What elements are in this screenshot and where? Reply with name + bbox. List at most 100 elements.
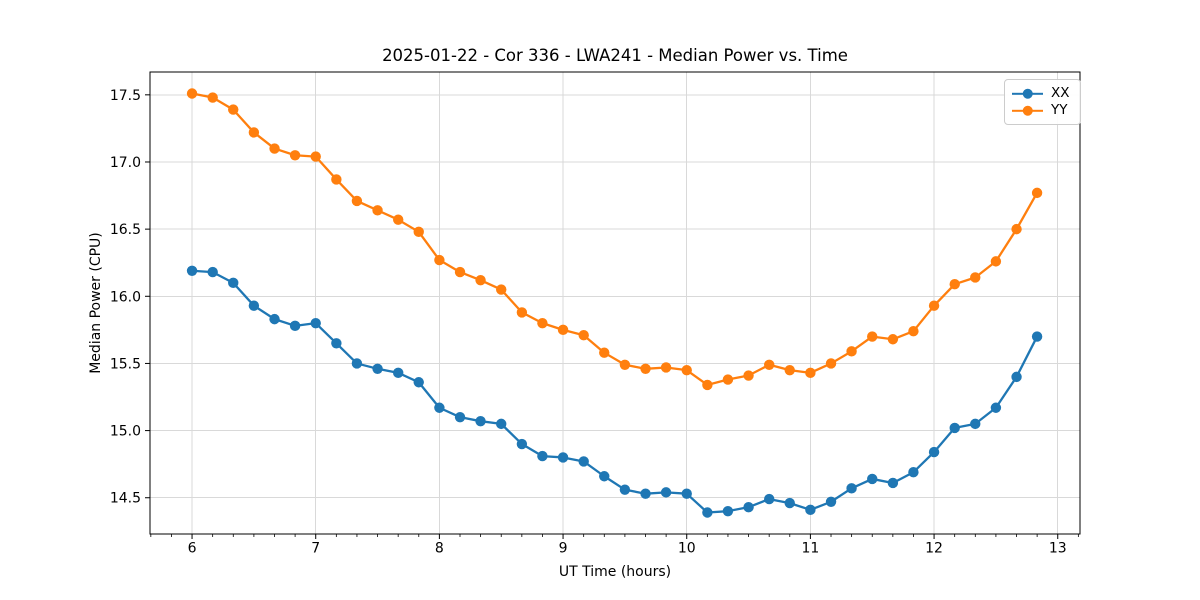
series-XX-marker-16: [516, 438, 528, 450]
series-YY-marker-3: [248, 127, 260, 138]
y-axis-label-text: Median Power (CPU): [88, 232, 104, 374]
series-XX-marker-29: [784, 497, 795, 509]
legend-marker-icon: [1022, 105, 1033, 116]
series-YY-marker-39: [990, 256, 1002, 267]
series-XX-marker-22: [640, 488, 651, 499]
series-YY-marker-38: [970, 272, 981, 283]
legend-swatch-yy: [1012, 102, 1043, 119]
series-XX-marker-15: [496, 418, 507, 430]
series-YY-marker-7: [331, 174, 342, 185]
series-XX-marker-1: [207, 266, 218, 278]
series-XX-marker-19: [578, 456, 589, 467]
series-XX-marker-36: [928, 446, 940, 458]
series-YY-marker-25: [702, 379, 713, 391]
chart-title: 2025-01-22 - Cor 336 - LWA241 - Median P…: [382, 46, 848, 65]
series-XX-marker-4: [269, 313, 280, 325]
series-XX-marker-10: [393, 367, 404, 379]
series-XX-marker-32: [846, 483, 857, 494]
series-YY-marker-8: [351, 195, 363, 207]
series-XX-marker-7: [331, 338, 342, 349]
series-YY-marker-28: [764, 359, 775, 370]
series-YY-marker-29: [784, 364, 795, 376]
series-XX-marker-28: [764, 493, 775, 505]
x-tick-label: 10: [678, 541, 696, 557]
series-XX-marker-17: [537, 450, 548, 462]
series-YY-marker-41: [1031, 187, 1043, 199]
series-YY-marker-5: [289, 150, 301, 161]
x-tick-label: 13: [1049, 541, 1067, 557]
series-YY-marker-33: [867, 331, 878, 342]
legend-item-xx: XX: [1012, 85, 1070, 102]
series-YY-marker-11: [413, 226, 424, 238]
series-XX-marker-31: [825, 496, 837, 507]
series-YY-marker-15: [496, 284, 507, 295]
series-YY-marker-36: [928, 300, 940, 311]
x-tick-label: 11: [801, 541, 819, 557]
y-tick-label: 15.5: [110, 356, 141, 372]
series-YY-line: [190, 92, 1039, 387]
series-XX-marker-38: [970, 418, 981, 430]
series-XX-marker-39: [990, 402, 1002, 413]
legend: XX YY: [1004, 79, 1081, 125]
y-tick-label: 17.5: [110, 88, 141, 104]
series-XX-marker-5: [289, 320, 301, 332]
series-YY-marker-40: [1011, 223, 1022, 235]
legend-swatch-xx: [1012, 85, 1043, 102]
series-XX-marker-9: [372, 363, 383, 375]
series-YY-marker-10: [393, 214, 404, 225]
series-XX-marker-21: [619, 484, 631, 495]
y-tick-label: 16.5: [110, 222, 141, 238]
series-YY-marker-26: [722, 374, 734, 385]
series-XX-marker-3: [248, 300, 260, 311]
series-XX-marker-33: [867, 473, 878, 485]
series-YY-marker-9: [372, 205, 383, 216]
series-YY-marker-32: [846, 346, 857, 357]
series-YY-marker-35: [908, 326, 919, 337]
series-YY-marker-1: [207, 92, 218, 103]
series-YY-marker-0: [186, 88, 198, 99]
series-XX-marker-2: [228, 277, 239, 289]
series-YY-marker-18: [557, 324, 569, 336]
series-YY-marker-23: [660, 362, 672, 373]
series-XX-marker-20: [599, 471, 610, 482]
legend-item-yy: YY: [1012, 102, 1070, 119]
series-YY-marker-34: [887, 334, 899, 345]
x-tick-label: 8: [435, 541, 444, 557]
legend-label-xx: XX: [1051, 85, 1070, 101]
series-XX-marker-25: [702, 507, 713, 518]
series-XX-marker-18: [557, 452, 569, 463]
series-YY-marker-12: [434, 254, 445, 266]
series-YY-marker-20: [599, 347, 610, 358]
x-tick-label: 6: [188, 541, 197, 557]
series-YY-marker-19: [578, 330, 589, 341]
series-XX-marker-0: [186, 265, 198, 276]
series-YY-marker-27: [743, 370, 754, 381]
series-YY-marker-21: [619, 359, 631, 370]
series-XX-marker-30: [805, 504, 816, 516]
series-XX-marker-40: [1011, 371, 1022, 383]
legend-label-yy: YY: [1051, 102, 1068, 118]
series-XX-marker-26: [722, 505, 734, 517]
series-YY-marker-6: [310, 151, 321, 162]
series-XX-marker-23: [660, 487, 672, 498]
series-YY-marker-30: [805, 367, 816, 379]
series-XX-marker-11: [413, 377, 424, 388]
series-XX-marker-14: [475, 415, 486, 427]
x-tick-label: 12: [925, 541, 943, 557]
series-XX-marker-37: [949, 422, 960, 434]
y-tick-label: 17.0: [110, 155, 141, 171]
series-YY-marker-37: [949, 279, 960, 290]
series-XX-marker-12: [434, 402, 445, 413]
legend-marker-icon: [1022, 88, 1033, 99]
series-YY-marker-16: [516, 307, 528, 318]
series-YY-marker-13: [454, 266, 466, 278]
series-XX-marker-24: [681, 488, 692, 499]
series-XX-marker-8: [351, 358, 363, 369]
series-YY-marker-31: [825, 358, 837, 369]
series-XX-marker-6: [310, 317, 321, 329]
axes-frame: [149, 71, 1081, 535]
series-XX-marker-35: [908, 467, 919, 478]
series-YY-marker-24: [681, 364, 692, 376]
x-axis-label: UT Time (hours): [558, 564, 672, 580]
